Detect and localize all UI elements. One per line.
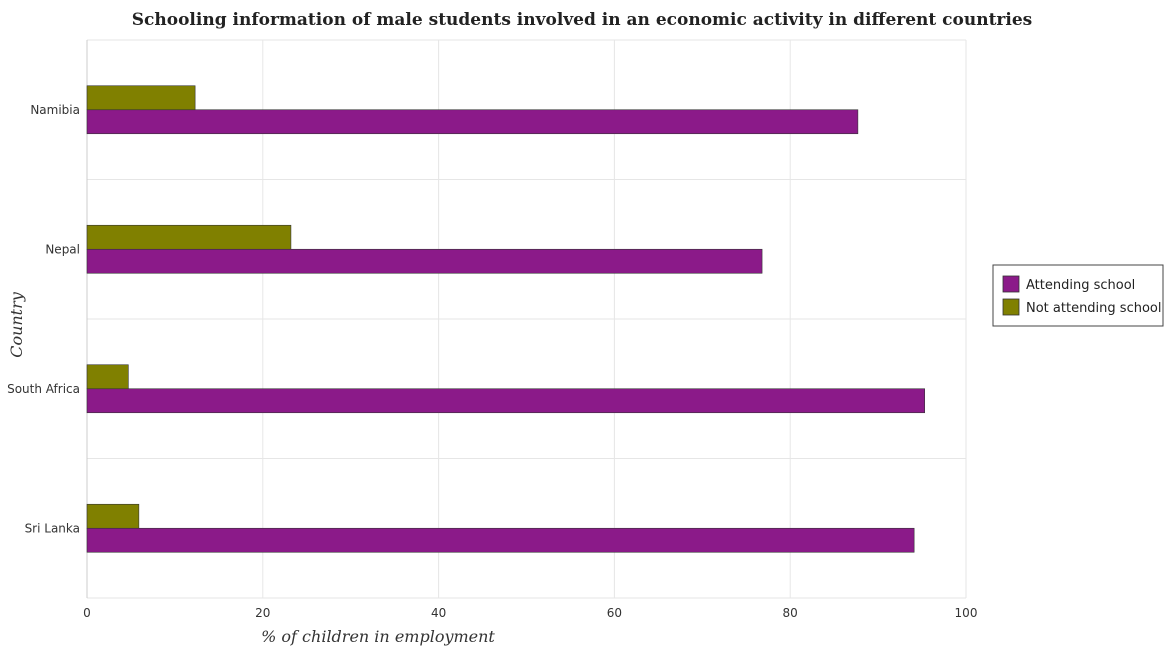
legend-swatch-not-attending xyxy=(1003,299,1019,315)
bar-not-attending-school xyxy=(87,225,291,249)
bar-not-attending-school xyxy=(87,86,195,110)
x-tick-labels: 0 20 40 60 80 100 xyxy=(83,606,977,620)
bar-attending-school xyxy=(87,528,914,552)
legend-label-attending: Attending school xyxy=(1026,278,1135,293)
legend-label-not-attending: Not attending school xyxy=(1026,301,1161,316)
bar-attending-school xyxy=(87,389,925,413)
y-tick-label: Nepal xyxy=(45,242,80,256)
y-tick-label: Sri Lanka xyxy=(25,521,80,535)
legend: Attending school Not attending school xyxy=(993,265,1163,326)
x-tick-label: 80 xyxy=(783,606,798,620)
chart-title: Schooling information of male students i… xyxy=(132,10,1032,30)
legend-box xyxy=(993,265,1163,326)
x-tick-label: 100 xyxy=(955,606,978,620)
bar-not-attending-school xyxy=(87,504,139,528)
y-tick-label: Namibia xyxy=(30,103,80,117)
y-axis-label: Country xyxy=(7,291,26,358)
x-axis-label: % of children in employment xyxy=(261,627,495,646)
legend-swatch-attending xyxy=(1003,276,1019,292)
bar-attending-school xyxy=(87,249,762,273)
x-tick-label: 0 xyxy=(83,606,91,620)
y-tick-label: South Africa xyxy=(7,382,80,396)
x-tick-label: 20 xyxy=(255,606,270,620)
x-tick-label: 40 xyxy=(431,606,446,620)
bar-not-attending-school xyxy=(87,365,128,389)
x-tick-label: 60 xyxy=(607,606,622,620)
bar-attending-school xyxy=(87,110,858,134)
